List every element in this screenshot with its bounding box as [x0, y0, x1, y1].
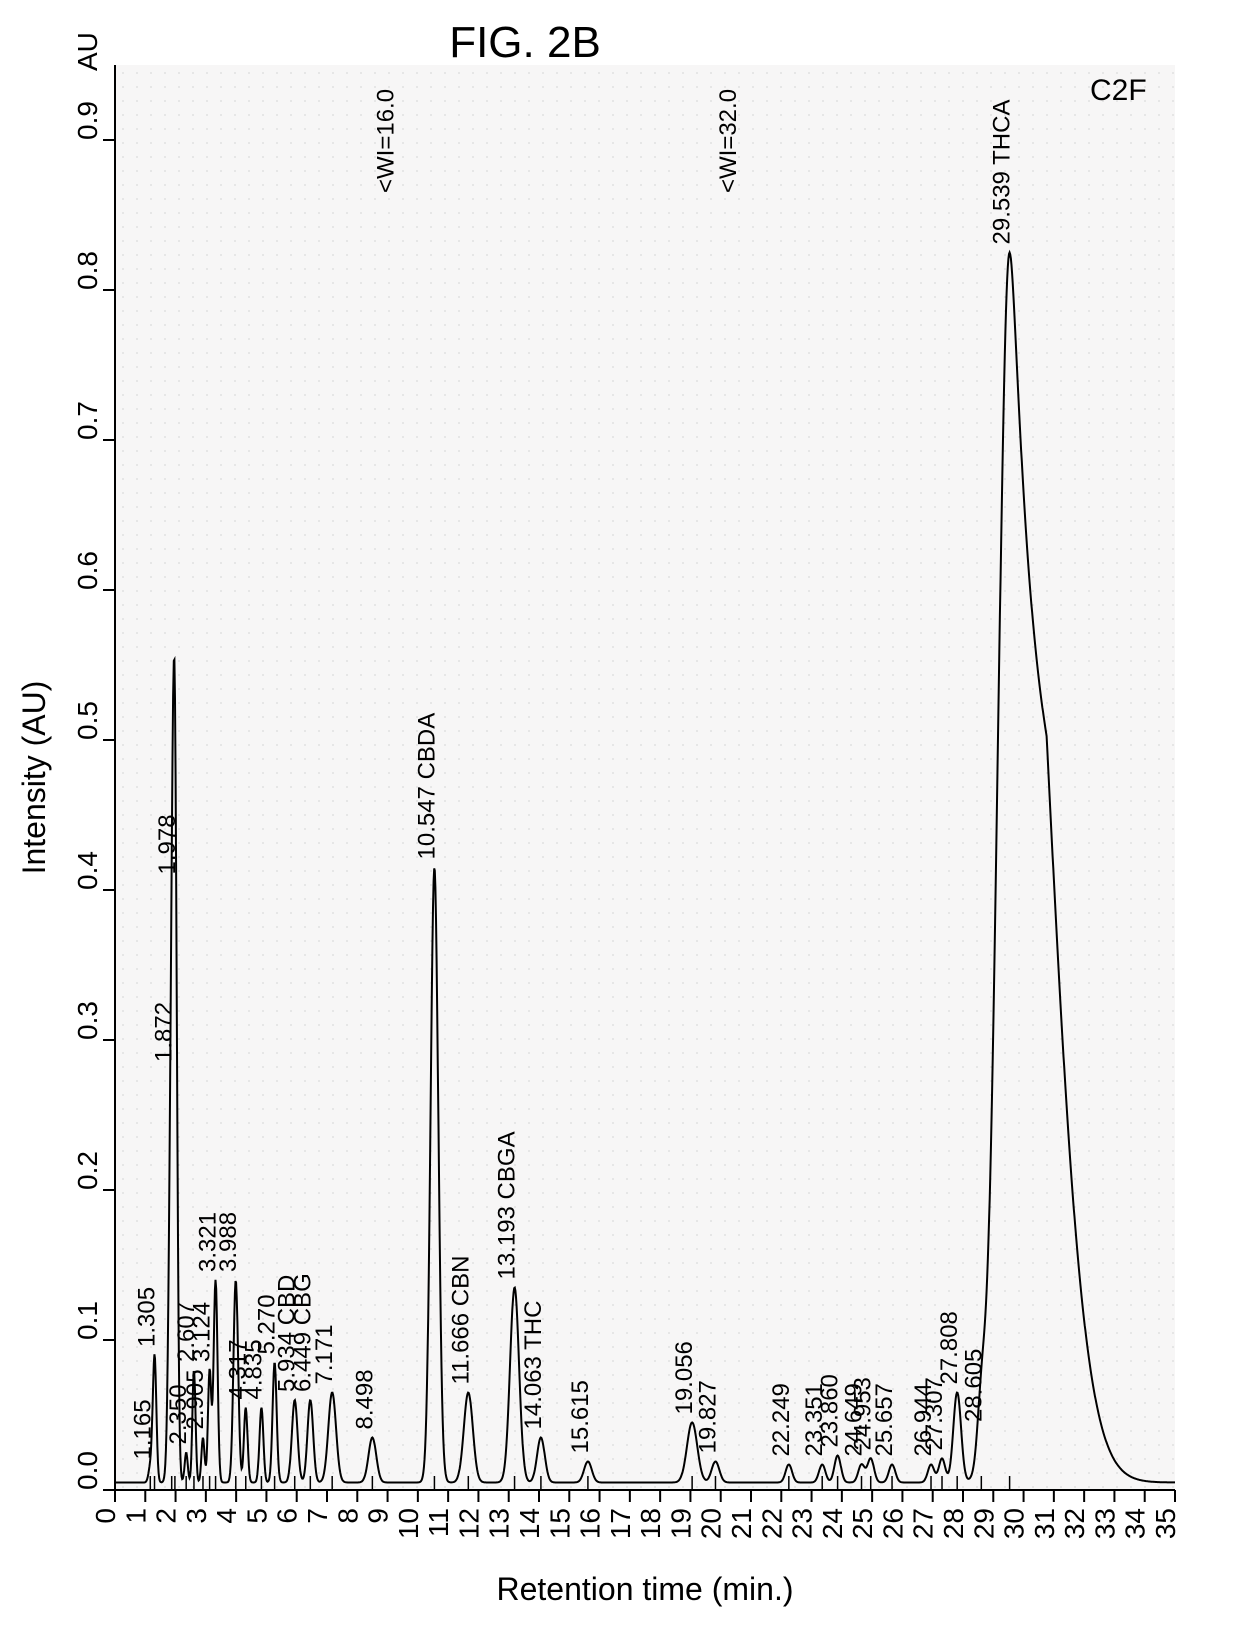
- peak-label: 27.307: [921, 1377, 948, 1450]
- x-tick-label: 10: [393, 1508, 424, 1539]
- y-tick-label: 0.2: [72, 1151, 103, 1190]
- peak-label: 19.827: [694, 1380, 721, 1453]
- peak-label: 1.305: [134, 1287, 161, 1347]
- x-tick-label: 34: [1120, 1508, 1151, 1539]
- peak-label: 1.872: [151, 1002, 178, 1062]
- x-tick-label: 21: [726, 1508, 757, 1539]
- peak-label-thca: 29.539 THCA: [989, 100, 1016, 245]
- x-tick-label: 6: [272, 1508, 303, 1524]
- sample-id-label: C2F: [1090, 74, 1147, 107]
- x-tick-label: 30: [999, 1508, 1030, 1539]
- peak-label: 25.657: [871, 1383, 898, 1456]
- x-tick-label: 16: [575, 1508, 606, 1539]
- x-tick-label: 31: [1029, 1508, 1060, 1539]
- x-tick-label: 28: [938, 1508, 969, 1539]
- x-tick-group: 0123456789101112131415161718192021222324…: [90, 1490, 1181, 1539]
- peak-label: 1.978: [154, 814, 181, 874]
- chromatogram-figure: 0123456789101112131415161718192021222324…: [0, 0, 1240, 1632]
- x-tick-label: 5: [241, 1508, 272, 1524]
- x-tick-label: 1: [120, 1508, 151, 1524]
- y-tick-label: 0.6: [72, 551, 103, 590]
- peak-label-cbda: 10.547 CBDA: [413, 713, 440, 860]
- x-tick-label: 3: [181, 1508, 212, 1524]
- y-unit-label: AU: [72, 32, 103, 71]
- y-tick-label: 0.0: [72, 1451, 103, 1490]
- x-tick-label: 22: [756, 1508, 787, 1539]
- peak-label: 7.171: [311, 1324, 338, 1384]
- y-tick-group: 0.0 0.1 0.2 0.3 0.4 0.5 0.6 0.7 0.8 0.9: [72, 101, 115, 1490]
- x-tick-label: 20: [696, 1508, 727, 1539]
- y-tick-label: 0.3: [72, 1001, 103, 1040]
- x-tick-label: 14: [514, 1508, 545, 1539]
- x-tick-label: 26: [877, 1508, 908, 1539]
- x-tick-label: 9: [363, 1508, 394, 1524]
- x-tick-label: 23: [787, 1508, 818, 1539]
- x-tick-label: 25: [847, 1508, 878, 1539]
- peak-label: 2.905: [182, 1369, 209, 1429]
- x-tick-label: 2: [151, 1508, 182, 1524]
- y-tick-label: 0.5: [72, 701, 103, 740]
- x-axis-label: Retention time (min.): [497, 1571, 794, 1607]
- peak-label: 3.124: [189, 1302, 216, 1362]
- x-tick-label: 12: [453, 1508, 484, 1539]
- x-tick-label: 11: [423, 1508, 454, 1537]
- peak-label: 15.615: [567, 1380, 594, 1453]
- x-tick-label: 15: [544, 1508, 575, 1539]
- y-tick-label: 0.9: [72, 101, 103, 140]
- x-tick-label: 18: [635, 1508, 666, 1539]
- width-integration-marker: <WI=16.0: [373, 89, 400, 193]
- x-tick-label: 19: [665, 1508, 696, 1539]
- x-tick-label: 13: [484, 1508, 515, 1539]
- peak-label: 8.498: [351, 1369, 378, 1429]
- y-tick-label: 0.8: [72, 251, 103, 290]
- x-tick-label: 4: [211, 1508, 242, 1524]
- figure-title: FIG. 2B: [449, 18, 601, 67]
- x-tick-label: 7: [302, 1508, 333, 1524]
- x-tick-label: 32: [1059, 1508, 1090, 1539]
- y-axis-label: Intensity (AU): [16, 681, 52, 875]
- chromatogram-svg: 0123456789101112131415161718192021222324…: [0, 0, 1240, 1632]
- peak-label: 22.249: [768, 1383, 795, 1456]
- x-tick-label: 33: [1089, 1508, 1120, 1539]
- x-tick-label: 27: [908, 1508, 939, 1539]
- y-tick-label: 0.4: [72, 851, 103, 890]
- y-tick-label: 0.1: [72, 1301, 103, 1340]
- y-tick-label: 0.7: [72, 401, 103, 440]
- peak-label-thc: 14.063 THC: [520, 1301, 547, 1430]
- x-tick-label: 29: [968, 1508, 999, 1539]
- peak-label-cbn: 11.666 CBN: [447, 1256, 474, 1385]
- peak-label: 1.165: [129, 1399, 156, 1459]
- peak-label: 3.988: [215, 1212, 242, 1272]
- x-tick-label: 8: [332, 1508, 363, 1524]
- peak-label: 28.605: [960, 1349, 987, 1422]
- peak-label-cbga: 13.193 CBGA: [494, 1131, 521, 1279]
- peak-label: 27.808: [936, 1311, 963, 1384]
- x-tick-label: 17: [605, 1508, 636, 1539]
- x-tick-label: 24: [817, 1508, 848, 1539]
- x-tick-label: 35: [1150, 1508, 1181, 1539]
- x-tick-label: 0: [90, 1508, 121, 1524]
- width-integration-marker: <WI=32.0: [715, 89, 742, 193]
